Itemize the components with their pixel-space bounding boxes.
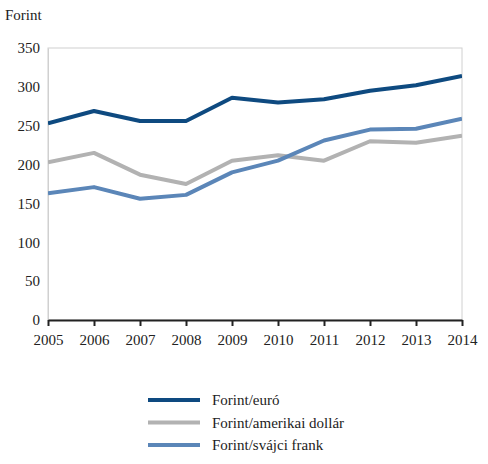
series-line bbox=[48, 76, 462, 123]
y-tick: 350 bbox=[18, 40, 49, 56]
x-tick-mark bbox=[462, 320, 464, 326]
y-tick-label: 50 bbox=[25, 273, 40, 289]
y-tick: 250 bbox=[18, 118, 49, 134]
x-tick-mark bbox=[416, 320, 418, 326]
x-tick-label: 2007 bbox=[126, 332, 157, 348]
x-tick: 2011 bbox=[310, 320, 339, 348]
y-axis-title: Forint bbox=[5, 7, 43, 23]
x-tick: 2012 bbox=[356, 320, 386, 348]
x-tick-mark bbox=[140, 320, 142, 326]
x-tick: 2013 bbox=[402, 320, 432, 348]
x-tick: 2005 bbox=[34, 320, 64, 348]
y-tick: 200 bbox=[18, 157, 49, 173]
plot-frame bbox=[48, 48, 462, 320]
y-tick: 0 bbox=[33, 312, 49, 328]
x-tick-label: 2006 bbox=[80, 332, 111, 348]
x-tick: 2009 bbox=[218, 320, 248, 348]
x-tick-label: 2009 bbox=[218, 332, 248, 348]
x-tick-label: 2008 bbox=[172, 332, 202, 348]
legend-swatch bbox=[148, 398, 200, 402]
x-tick-mark bbox=[370, 320, 372, 326]
y-tick-label: 250 bbox=[18, 118, 41, 134]
y-axis: 0 50 100 150 200 250 300 350 bbox=[18, 40, 49, 328]
series-line bbox=[48, 136, 462, 184]
y-axis-line bbox=[48, 49, 49, 321]
x-tick: 2010 bbox=[264, 320, 294, 348]
x-tick-label: 2005 bbox=[34, 332, 64, 348]
x-tick: 2007 bbox=[126, 320, 157, 348]
x-tick-mark bbox=[278, 320, 280, 326]
x-tick-label: 2011 bbox=[310, 332, 339, 348]
legend-swatch bbox=[148, 443, 200, 447]
x-tick-mark bbox=[324, 320, 326, 326]
y-tick-label: 350 bbox=[18, 40, 41, 56]
legend-label: Forint/euró bbox=[212, 392, 280, 408]
y-tick: 50 bbox=[25, 273, 48, 289]
y-tick-label: 200 bbox=[18, 157, 41, 173]
y-tick: 100 bbox=[18, 235, 49, 251]
x-tick: 2008 bbox=[172, 320, 202, 348]
y-tick-label: 300 bbox=[18, 79, 41, 95]
x-tick-label: 2010 bbox=[264, 332, 294, 348]
y-tick-label: 100 bbox=[18, 235, 41, 251]
x-tick-mark bbox=[94, 320, 96, 326]
legend-swatch bbox=[148, 421, 200, 425]
x-tick: 2014 bbox=[448, 320, 479, 348]
legend-label: Forint/amerikai dollár bbox=[212, 415, 344, 431]
x-axis-line bbox=[49, 320, 463, 322]
x-tick-label: 2012 bbox=[356, 332, 386, 348]
x-tick-label: 2014 bbox=[448, 332, 479, 348]
y-tick-label: 150 bbox=[18, 196, 41, 212]
x-axis: 2005 2006 2007 2008 2009 2010 2011 2012 2013 2014 bbox=[34, 320, 479, 348]
legend-label: Forint/svájci frank bbox=[212, 437, 324, 453]
y-tick: 150 bbox=[18, 196, 49, 212]
x-tick-mark bbox=[232, 320, 234, 326]
series-line bbox=[48, 119, 462, 199]
y-tick: 300 bbox=[18, 79, 49, 95]
x-tick-mark bbox=[48, 320, 50, 326]
x-tick-mark bbox=[186, 320, 188, 326]
chart: 0501001502002503003502005200620072008200… bbox=[0, 0, 488, 464]
plot-area bbox=[48, 76, 462, 199]
x-tick-label: 2013 bbox=[402, 332, 432, 348]
x-tick: 2006 bbox=[80, 320, 111, 348]
y-tick-label: 0 bbox=[33, 312, 41, 328]
legend: Forint/euró Forint/amerikai dollár Forint/… bbox=[148, 392, 344, 453]
